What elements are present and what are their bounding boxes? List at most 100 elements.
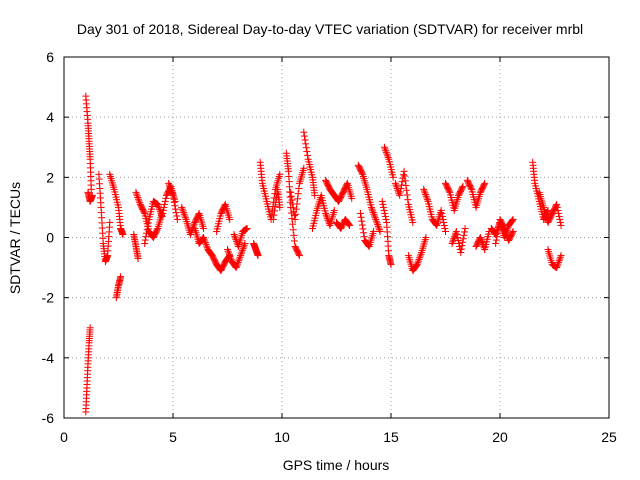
data-point <box>403 186 411 194</box>
data-point <box>357 213 365 221</box>
data-point <box>399 171 407 179</box>
data-point <box>494 229 502 237</box>
x-tick-labels: 0 5 10 15 20 25 <box>60 429 617 445</box>
data-point <box>235 255 243 263</box>
data-point <box>380 203 388 211</box>
data-point <box>234 258 242 266</box>
x-tick-label: 25 <box>601 429 617 445</box>
data-point <box>423 194 431 202</box>
data-point <box>226 215 234 223</box>
data-point <box>322 209 330 217</box>
data-point <box>235 257 243 265</box>
data-point <box>381 209 389 217</box>
data-point <box>88 191 96 199</box>
data-point <box>421 189 429 197</box>
data-point <box>371 214 379 222</box>
data-point <box>201 239 209 247</box>
data-point <box>238 248 246 256</box>
data-point <box>134 194 142 202</box>
data-point <box>500 224 508 232</box>
data-point <box>553 262 561 270</box>
data-point <box>391 179 399 187</box>
data-point <box>241 240 249 248</box>
data-point <box>156 206 164 214</box>
data-point <box>556 215 564 223</box>
data-point <box>178 205 186 213</box>
x-tick-label: 10 <box>274 429 290 445</box>
y-tick-label: 6 <box>46 49 54 65</box>
data-point <box>438 212 446 220</box>
data-point <box>201 237 209 245</box>
data-point <box>293 200 301 208</box>
data-point <box>271 207 279 215</box>
data-point <box>180 210 188 218</box>
data-point <box>271 203 279 211</box>
data-point <box>460 228 468 236</box>
data-point <box>452 229 460 237</box>
data-point <box>140 208 148 216</box>
data-point <box>358 217 366 225</box>
data-point <box>165 181 173 189</box>
y-tick-label: -6 <box>42 410 55 426</box>
data-point <box>457 245 465 253</box>
data-point <box>493 233 501 241</box>
x-tick-label: 5 <box>169 429 177 445</box>
data-point <box>345 221 353 229</box>
data-point <box>356 209 364 217</box>
x-tick-label: 20 <box>492 429 508 445</box>
y-tick-label: 2 <box>46 169 54 185</box>
data-point <box>459 182 467 190</box>
data-point <box>300 164 308 172</box>
data-point <box>270 211 278 219</box>
data-point <box>400 167 408 175</box>
data-point <box>186 230 194 238</box>
data-point <box>416 252 424 260</box>
data-point <box>346 221 354 229</box>
data-point <box>162 194 170 202</box>
data-point <box>383 150 391 158</box>
data-point <box>414 259 422 267</box>
data-point <box>370 212 378 220</box>
data-point <box>168 188 176 196</box>
data-point <box>171 205 179 213</box>
data-point <box>454 237 462 245</box>
data-point <box>378 197 386 205</box>
data-point <box>389 173 397 181</box>
data-point <box>269 215 277 223</box>
data-point <box>501 226 509 234</box>
data-point <box>154 200 162 208</box>
data-point <box>402 181 410 189</box>
data-point <box>448 240 456 248</box>
data-point <box>413 261 421 269</box>
data-point <box>374 221 382 229</box>
data-point <box>380 206 388 214</box>
data-point <box>173 215 181 223</box>
data-point <box>157 211 165 219</box>
data-point <box>441 224 449 232</box>
data-point <box>167 186 175 194</box>
data-point <box>508 217 516 225</box>
data-point <box>415 255 423 263</box>
data-point <box>168 190 176 198</box>
data-point <box>500 223 508 231</box>
data-point <box>295 250 303 258</box>
data-point <box>459 238 467 246</box>
data-point <box>557 252 565 260</box>
data-point <box>459 235 467 243</box>
data-point <box>166 183 174 191</box>
data-point <box>106 218 114 226</box>
data-point <box>180 209 188 217</box>
data-point <box>372 215 380 223</box>
data-point <box>553 203 561 211</box>
data-point <box>556 253 564 261</box>
data-point <box>508 216 516 224</box>
data-point <box>276 203 284 211</box>
data-point <box>143 226 151 234</box>
data-point <box>384 154 392 162</box>
data-point <box>171 202 179 210</box>
data-point <box>181 212 189 220</box>
data-point <box>358 169 366 177</box>
data-point <box>445 187 453 195</box>
data-point <box>480 181 488 189</box>
data-point <box>181 214 189 222</box>
